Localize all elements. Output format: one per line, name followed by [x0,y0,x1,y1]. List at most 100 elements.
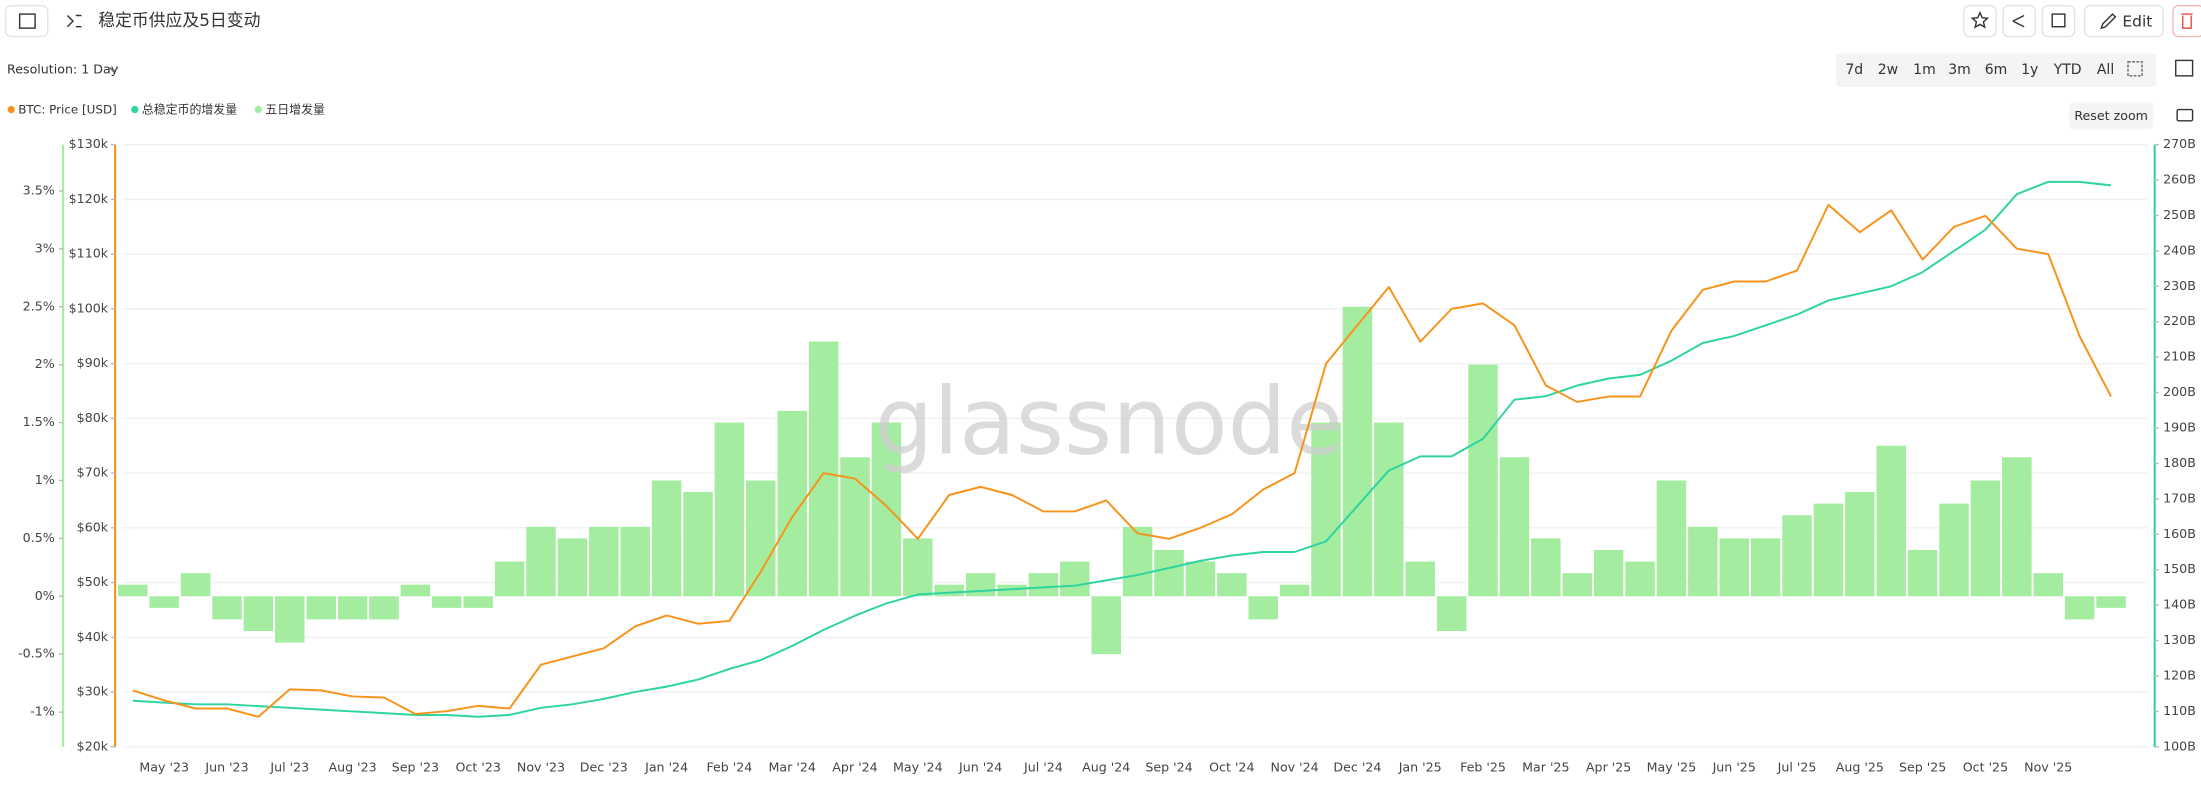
bar [1217,573,1247,597]
tick-label: 110B [2163,703,2196,718]
copy-button[interactable] [2041,4,2076,38]
tick-label: 1% [35,472,55,487]
bar [997,584,1027,597]
tick-label: $90k [77,355,109,370]
edit-icon [2100,13,2117,30]
bar [212,596,242,620]
tick-label: $120k [69,191,109,206]
reset-zoom-button[interactable] [2069,102,2154,130]
dropdown-icon [108,66,119,73]
tick-label: 0.5% [23,530,55,545]
x-tick-label: Nov '24 [1271,759,1319,774]
zoom-icon[interactable] [2127,61,2143,77]
x-tick-label: Sep '23 [392,759,439,774]
tick-label: 140B [2163,597,2196,612]
tick-label: 2.5% [23,298,55,313]
tick-label: 3.5% [23,182,55,197]
share-icon [2012,14,2025,28]
bar [463,596,493,608]
bar [1091,596,1121,655]
x-tick-label: May '25 [1647,759,1697,774]
x-tick-label: Sep '25 [1899,759,1946,774]
bar [1719,538,1749,597]
bar [1279,584,1310,597]
tick-label: 270B [2163,136,2196,151]
range-button[interactable]: 1m [1913,62,1936,78]
bar [934,584,964,597]
x-tick-label: Dec '24 [1333,759,1381,774]
range-button[interactable]: 2w [1878,62,1898,78]
tick-label: -1% [30,704,55,719]
bar [651,480,682,597]
bar [1688,526,1718,597]
edit-button[interactable] [2083,4,2164,38]
tick-label: $130k [69,136,109,151]
bar [1970,480,2001,597]
bar [526,526,556,597]
x-tick-label: Apr '24 [832,759,877,774]
bar [400,584,431,597]
range-button[interactable]: YTD [2053,62,2082,78]
tick-label: $80k [77,410,109,425]
delete-button[interactable] [2172,4,2201,38]
tick-label: 190B [2163,420,2196,435]
camera-icon[interactable] [2176,108,2194,122]
x-tick-label: Apr '25 [1586,759,1631,774]
range-button[interactable]: 6m [1985,62,2008,78]
x-tick-label: Dec '23 [580,759,628,774]
bar [1813,503,1844,597]
tick-label: 0% [35,588,55,603]
reset-zoom-label: Reset zoom [2074,108,2148,123]
tick-label: 150B [2163,561,2196,576]
legend-marker [254,105,262,114]
tick-label: 210B [2163,349,2196,364]
tick-label: 240B [2163,242,2196,257]
tick-label: 160B [2163,526,2196,541]
bar [1939,503,1969,597]
bar [1185,561,1216,597]
share-button[interactable] [2002,4,2037,38]
legend-label: BTC: Price [USD] [18,103,117,117]
x-tick-label: Aug '23 [328,759,376,774]
range-button[interactable]: All [2097,62,2114,78]
bar [1750,538,1781,597]
bar [2033,573,2063,597]
range-button[interactable]: 7d [1845,62,1863,78]
bar [903,538,933,597]
range-button[interactable]: 1y [2021,62,2038,78]
x-tick-label: May '23 [139,759,189,774]
legend-marker [7,105,15,114]
tick-label: $100k [69,300,109,315]
tick-label: 250B [2163,207,2196,222]
page-title: 稳定币供应及5日变动 [98,10,260,30]
bar [494,561,525,597]
tick-label: 3% [35,240,55,255]
bar [683,492,713,597]
sidebar-toggle[interactable] [4,4,49,38]
bar [871,422,902,597]
resolution-select[interactable]: Resolution: 1 Day [7,62,119,77]
line [132,180,2112,718]
tick-label: $50k [77,574,109,589]
x-tick-label: Mar '24 [769,759,816,774]
bar [432,596,462,608]
bar [1436,596,1467,632]
tick-label: 200B [2163,384,2196,399]
x-tick-label: Oct '23 [456,759,501,774]
x-tick-label: Jul '23 [269,759,309,774]
x-tick-label: Feb '25 [1460,759,1506,774]
tick-label: -0.5% [18,646,55,661]
bar [118,584,148,597]
x-tick-label: Nov '23 [517,759,565,774]
tick-label: 120B [2163,667,2196,682]
bar [1154,549,1184,597]
range-button[interactable]: 3m [1948,62,1971,78]
calendar-icon[interactable] [2175,59,2194,77]
bar [1845,492,1875,597]
line [132,203,2112,718]
collapse-icon[interactable] [66,14,82,28]
bar [1374,422,1404,597]
star-button[interactable] [1963,4,1997,38]
bar [1907,549,1938,597]
